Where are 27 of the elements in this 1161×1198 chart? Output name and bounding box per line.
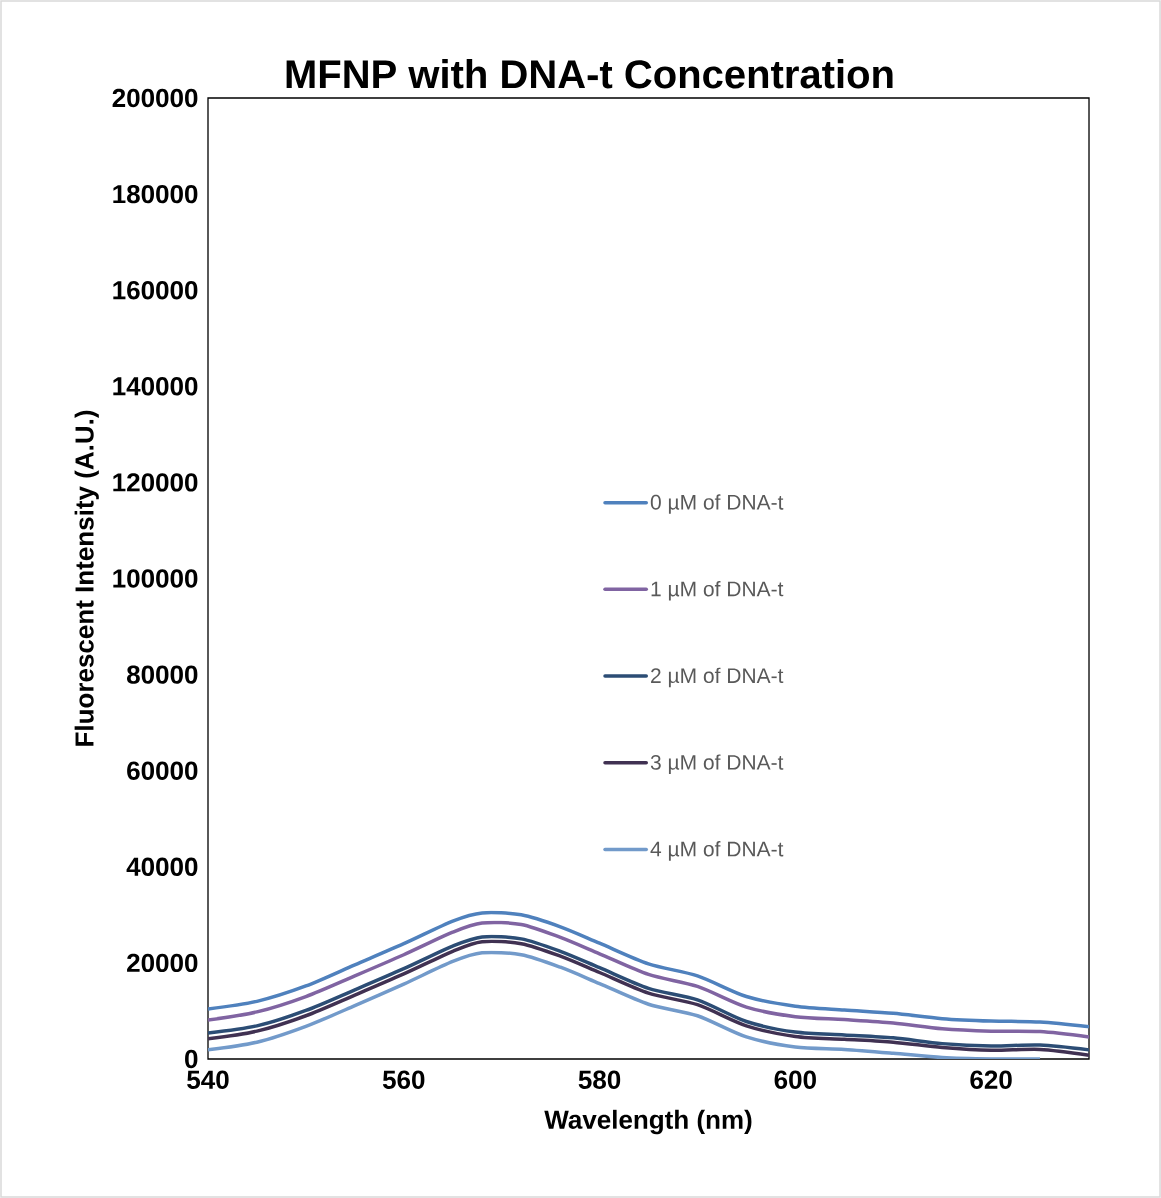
y-tick-label: 120000 — [113, 473, 198, 492]
line-series — [208, 910, 1090, 1029]
y-tick-label: 20000 — [127, 953, 198, 973]
y-axis-title: Fluorescent Intensity (A.U.) — [74, 410, 99, 746]
line-series — [208, 920, 1090, 1039]
x-tick-label: 580 — [578, 1070, 621, 1089]
legend-label: 0 µM of DNA-t — [650, 494, 784, 514]
y-tick-label: 0 — [185, 1049, 198, 1069]
line-series — [208, 950, 1042, 1059]
x-tick-label: 620 — [970, 1070, 1012, 1089]
x-axis-title: Wavelength (nm) — [544, 1109, 752, 1135]
y-tick-label: 80000 — [127, 665, 198, 684]
legend-label: 1 µM of DNA-t — [651, 580, 784, 601]
y-tick-label: 60000 — [127, 761, 198, 780]
y-tick-label: 200000 — [112, 88, 198, 108]
y-tick-label: 100000 — [113, 569, 198, 588]
y-tick-label: 180000 — [113, 184, 198, 204]
legend-label: 4 µM of DNA-t — [650, 841, 784, 861]
legend-label: 3 µM of DNA-t — [650, 754, 784, 774]
y-tick-label: 160000 — [113, 280, 198, 300]
y-tick-label: 140000 — [113, 377, 198, 396]
x-tick-label: 600 — [774, 1070, 816, 1089]
chart-title: MFNP with DNA-t Concentration — [286, 59, 893, 89]
legend-label: 2 µM of DNA-t — [651, 667, 784, 688]
y-tick-label: 40000 — [126, 857, 198, 876]
x-tick-label: 540 — [187, 1070, 229, 1089]
x-tick-label: 560 — [382, 1070, 425, 1089]
